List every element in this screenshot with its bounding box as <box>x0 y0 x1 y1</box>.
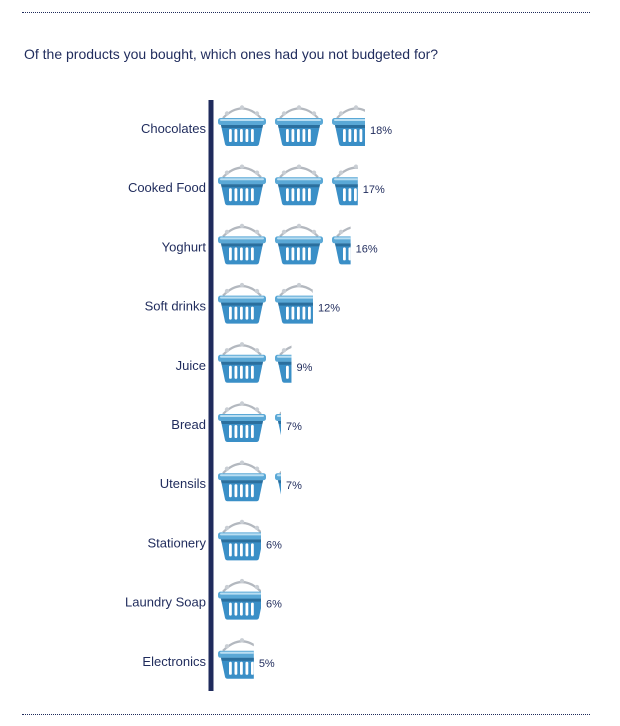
top-dotted-divider <box>22 12 590 13</box>
chart-row-cooked-food: Cooked Food 17% <box>128 163 385 207</box>
basket-icon <box>216 340 268 384</box>
value-label: 18% <box>370 125 392 137</box>
category-label: Electronics <box>142 654 206 669</box>
basket-icon <box>216 400 268 444</box>
value-label: 17% <box>363 184 385 196</box>
category-label: Chocolates <box>141 121 207 136</box>
chart-question-title: Of the products you bought, which ones h… <box>24 46 439 62</box>
value-label: 7% <box>286 480 302 492</box>
bottom-dotted-divider <box>22 714 590 715</box>
partial-basket-icon <box>218 518 261 562</box>
chart-row-electronics: Electronics 5% <box>142 636 275 680</box>
value-label: 12% <box>318 303 340 315</box>
chart-row-soft-drinks: Soft drinks 12% <box>145 281 340 325</box>
basket-icon <box>216 222 268 266</box>
basket-icon <box>273 163 325 207</box>
chart-row-yoghurt: Yoghurt 16% <box>162 222 378 266</box>
chart-row-juice: Juice 9% <box>176 340 313 384</box>
category-label: Soft drinks <box>145 299 207 314</box>
value-label: 7% <box>286 421 302 433</box>
category-label: Bread <box>171 417 206 432</box>
value-label: 16% <box>356 243 378 255</box>
chart-row-chocolates: Chocolates 18% <box>141 104 392 148</box>
basket-icon <box>216 104 268 148</box>
chart-row-stationery: Stationery 6% <box>147 518 282 562</box>
category-label: Cooked Food <box>128 180 206 195</box>
basket-icon <box>273 222 325 266</box>
partial-basket-icon <box>218 577 261 621</box>
category-label: Stationery <box>147 535 206 550</box>
basket-icon <box>216 459 268 503</box>
chart-row-laundry-soap: Laundry Soap 6% <box>125 577 282 621</box>
value-label: 6% <box>266 599 282 611</box>
value-label: 6% <box>266 539 282 551</box>
category-label: Yoghurt <box>162 239 207 254</box>
basket-icon <box>216 163 268 207</box>
basket-icon <box>216 281 268 325</box>
partial-basket-icon <box>275 281 313 325</box>
basket-icon <box>273 104 325 148</box>
category-label: Utensils <box>160 476 207 491</box>
value-label: 5% <box>259 658 275 670</box>
chart-row-bread: Bread 7% <box>171 400 302 444</box>
category-label: Laundry Soap <box>125 595 206 610</box>
chart-row-utensils: Utensils 7% <box>160 459 302 503</box>
chart-vertical-axis <box>208 100 214 691</box>
value-label: 9% <box>296 362 312 374</box>
category-label: Juice <box>176 358 206 373</box>
